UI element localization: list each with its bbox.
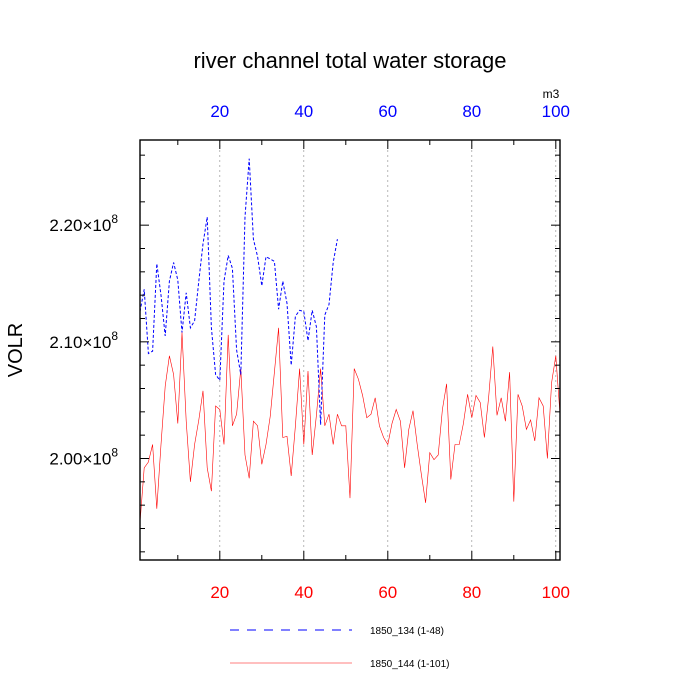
x-tick-label-top: 80 [462,102,481,121]
unit-label: m3 [543,87,560,101]
legend: 1850_134 (1-48) 1850_144 (1-101) [230,626,450,670]
y-tick-label: 2.10×108 [49,329,118,352]
legend-label: 1850_134 (1-48) [370,626,444,637]
x-tick-label-top: 100 [542,102,570,121]
legend-label: 1850_144 (1-101) [370,659,450,670]
plot-frame [139,139,561,561]
chart-title: river channel total water storage [193,48,506,73]
tick-labels: 20 40 60 80 100 20 40 60 80 100 2.00×108 2.10×108 2.… [49,102,570,602]
y-tick-label: 2.00×108 [49,446,118,469]
x-tick-label-top: 40 [294,102,313,121]
y-tick-label: 2.20×108 [49,212,118,235]
grid-lines [219,140,557,560]
x-tick-label-top: 60 [378,102,397,121]
series-line-1 [139,158,338,425]
x-tick-label-top: 20 [210,102,229,121]
series-group [139,158,561,523]
x-tick-label-bottom: 80 [462,583,481,602]
x-tick-label-bottom: 60 [378,583,397,602]
x-tick-label-bottom: 40 [294,583,313,602]
y-axis-label: VOLR [5,323,27,377]
x-tick-label-bottom: 100 [542,583,570,602]
series-line-2 [139,327,561,523]
x-tick-label-bottom: 20 [210,583,229,602]
axes [139,139,561,561]
